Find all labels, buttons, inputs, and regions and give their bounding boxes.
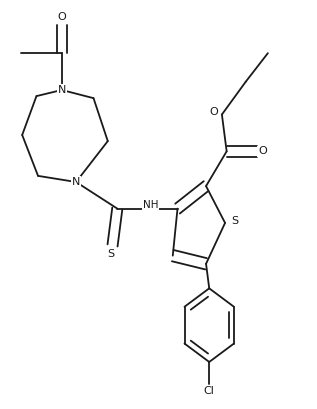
Text: S: S (231, 216, 238, 226)
Text: O: O (210, 108, 218, 117)
Text: O: O (258, 146, 267, 156)
Text: N: N (72, 177, 80, 187)
Text: S: S (107, 249, 114, 259)
Text: NH: NH (143, 200, 158, 209)
Text: N: N (58, 85, 66, 95)
Text: Cl: Cl (204, 387, 215, 396)
Text: O: O (57, 12, 66, 22)
